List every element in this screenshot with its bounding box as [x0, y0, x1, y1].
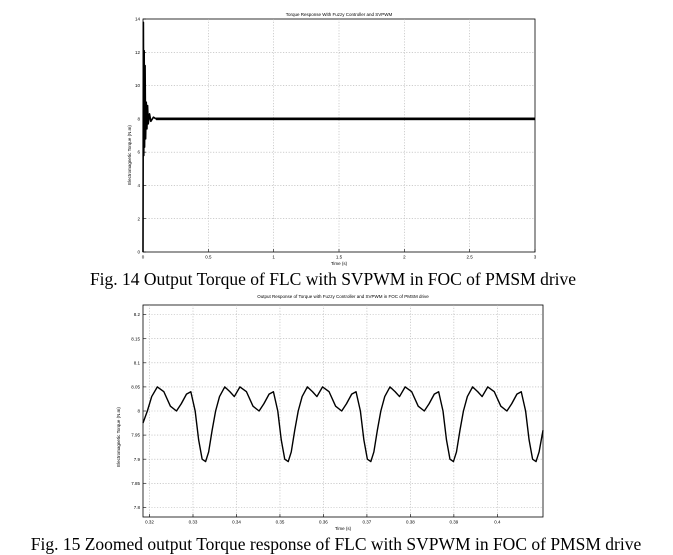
y-tick-label: 0: [137, 250, 140, 255]
y-tick-label: 12: [135, 50, 141, 55]
series-line: [142, 21, 535, 253]
y-tick-label: 7.85: [131, 481, 140, 486]
y-tick-label: 8.15: [131, 336, 140, 341]
y-axis-label: Electromagnetic Torque (N.m): [127, 125, 132, 185]
y-tick-label: 6: [137, 150, 140, 155]
x-tick-label: 0.36: [319, 520, 328, 525]
figure-caption-15: Fig. 15 Zoomed output Torque response of…: [31, 534, 642, 554]
x-tick-label: 0.38: [406, 520, 415, 525]
series-group: [142, 386, 544, 463]
x-tick-label: 0.4: [494, 520, 501, 525]
y-tick-label: 8.1: [134, 360, 141, 365]
x-tick-label: 2.5: [467, 255, 474, 260]
y-tick-label: 7.9: [134, 457, 141, 462]
series-line: [142, 386, 544, 463]
x-tick-label: 0.37: [363, 520, 372, 525]
x-axis-label: Time (s): [331, 261, 348, 266]
figure-caption-14: Fig. 14 Output Torque of FLC with SVPWM …: [90, 269, 576, 289]
x-tick-label: 0: [142, 255, 145, 260]
axis-ticks: 0.32 0.33 0.34 0.35 0.36 0.37 0.38 0.39 0.4 7.8 7.…: [131, 312, 501, 524]
chart-title: Torque Response With Fuzzy Controller an…: [286, 12, 393, 17]
y-tick-label: 4: [137, 183, 140, 188]
chart-title: Output Response of Torque with Fuzzy Con…: [257, 294, 429, 299]
axis-ticks: 0 0.5 1 1.5 2 2.5 3 0 2 4 6 8 10 12 14: [135, 17, 537, 260]
x-tick-label: 0.39: [449, 520, 458, 525]
y-tick-label: 8: [137, 116, 140, 121]
x-tick-label: 0.34: [232, 520, 241, 525]
y-tick-label: 8.05: [131, 385, 140, 390]
y-tick-label: 7.95: [131, 433, 140, 438]
series-group: [142, 21, 536, 253]
zoomed-torque-response-chart: 0.32 0.33 0.34 0.35 0.36 0.37 0.38 0.39 0.4 7.8 7.…: [116, 294, 544, 531]
x-tick-label: 0.35: [276, 520, 285, 525]
y-tick-label: 14: [135, 17, 141, 22]
y-tick-label: 2: [137, 216, 140, 221]
x-axis-label: Time (s): [335, 526, 352, 531]
x-tick-label: 0.5: [205, 255, 212, 260]
y-tick-label: 7.8: [134, 505, 141, 510]
y-axis-label: Electromagnetic Torque (N.m): [116, 407, 121, 467]
grid-lines: [143, 305, 543, 517]
x-tick-label: 1.5: [336, 255, 343, 260]
x-tick-label: 3: [534, 255, 537, 260]
y-tick-label: 10: [135, 83, 141, 88]
y-tick-label: 8.2: [134, 312, 141, 317]
x-tick-label: 0.32: [145, 520, 154, 525]
plot-area-frame: [142, 18, 536, 253]
x-tick-label: 2: [403, 255, 406, 260]
x-tick-label: 0.33: [189, 520, 198, 525]
x-tick-label: 1: [272, 255, 275, 260]
y-tick-label: 8: [137, 409, 140, 414]
torque-response-chart: 0 0.5 1 1.5 2 2.5 3 0 2 4 6 8 10 12 14 Torque Response…: [127, 12, 537, 266]
